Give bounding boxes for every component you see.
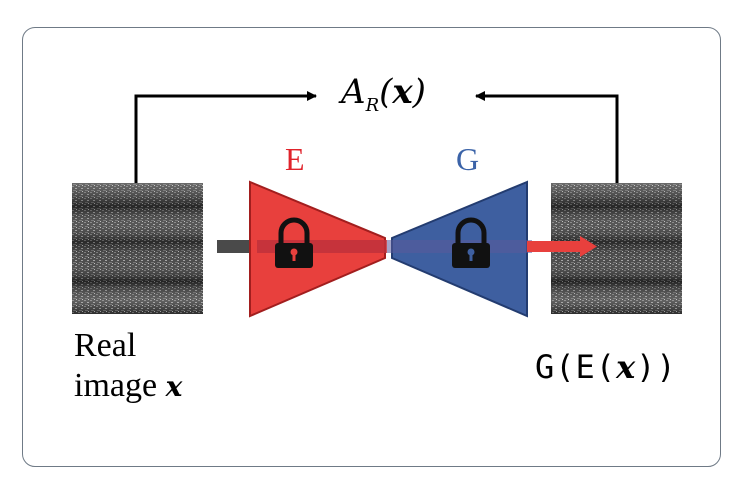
output-to-metric-arrow xyxy=(475,91,619,183)
output-arrow xyxy=(527,236,597,257)
encoder-label: E xyxy=(285,141,305,177)
lock-icon xyxy=(452,217,490,268)
input-label: Real image x xyxy=(74,327,183,404)
generator-label: G xyxy=(456,141,480,177)
input-to-metric-arrow xyxy=(134,91,317,183)
input-flow-line xyxy=(217,240,257,253)
diagram-frame xyxy=(22,27,721,467)
metric-label: AR(x) xyxy=(341,72,426,116)
lock-icon xyxy=(275,217,313,268)
output-label: G(E(x)) xyxy=(535,348,677,386)
real-image xyxy=(72,183,203,314)
reconstructed-image xyxy=(551,183,682,314)
